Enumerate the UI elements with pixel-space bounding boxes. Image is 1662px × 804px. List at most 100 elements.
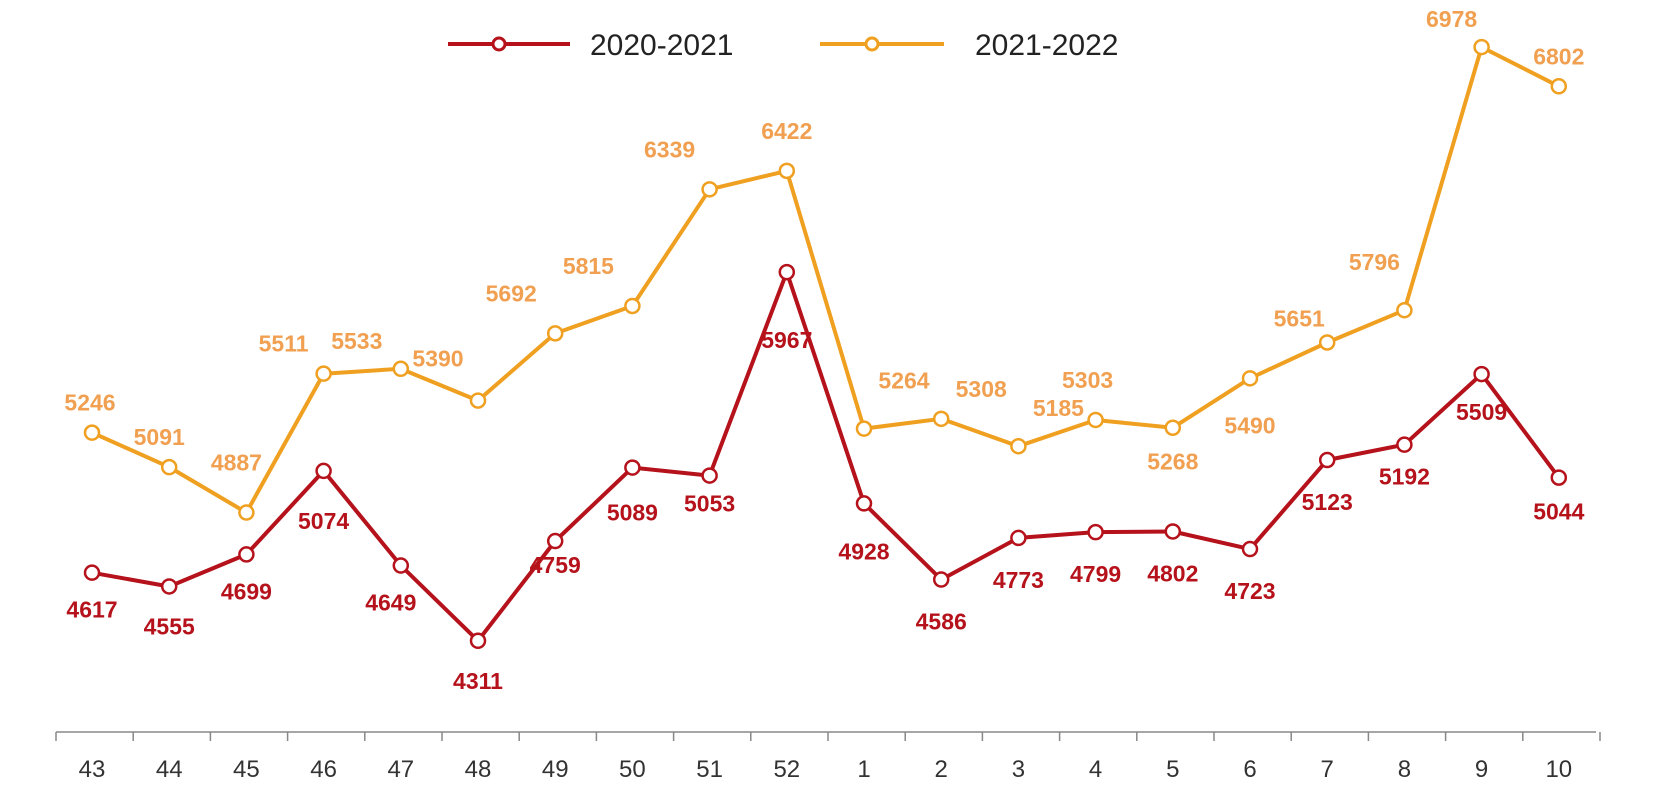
data-point-2020-2021 — [1550, 469, 1568, 486]
data-label-2020-2021: 4586 — [916, 609, 967, 635]
x-tick-label: 5 — [1166, 756, 1179, 783]
data-label-2020-2021: 5074 — [298, 508, 349, 534]
x-tick-label: 47 — [387, 756, 414, 783]
data-label-2020-2021: 4649 — [365, 590, 416, 616]
x-tick-label: 46 — [310, 756, 337, 783]
data-label-2020-2021: 4802 — [1147, 560, 1198, 586]
x-tick-label: 9 — [1475, 756, 1488, 783]
data-point-2020-2021 — [1396, 436, 1413, 453]
x-tick-label: 6 — [1243, 756, 1256, 783]
data-point-2020-2021 — [469, 632, 487, 650]
data-label-2020-2021: 5509 — [1456, 399, 1507, 425]
x-tick-label: 1 — [857, 756, 870, 783]
data-point-2021-2022 — [1241, 370, 1259, 387]
data-label-2021-2022: 6978 — [1426, 6, 1477, 32]
data-point-2020-2021 — [546, 532, 564, 550]
data-point-2021-2022 — [1010, 437, 1027, 455]
data-label-2020-2021: 4723 — [1224, 578, 1275, 604]
data-point-2021-2022 — [778, 162, 796, 180]
data-label-2021-2022: 5815 — [563, 253, 614, 279]
data-point-2021-2022 — [1396, 301, 1413, 319]
data-label-2020-2021: 5044 — [1533, 499, 1584, 525]
data-point-2021-2022 — [546, 325, 564, 342]
data-label-2021-2022: 5091 — [134, 424, 185, 450]
data-point-2021-2022 — [160, 458, 178, 476]
data-label-2021-2022: 5303 — [1062, 367, 1113, 393]
data-label-2021-2022: 5268 — [1147, 449, 1198, 475]
data-label-2021-2022: 5511 — [259, 331, 309, 357]
data-point-2021-2022 — [1550, 78, 1568, 95]
legend-marker-2 — [864, 36, 880, 52]
data-point-2021-2022 — [392, 360, 410, 378]
data-label-2020-2021: 4773 — [993, 567, 1044, 593]
data-label-2020-2021: 4699 — [221, 578, 272, 604]
x-tick-label: 44 — [156, 756, 183, 783]
data-label-2020-2021: 5123 — [1302, 489, 1353, 515]
x-tick-label: 49 — [542, 756, 569, 783]
x-tick-label: 48 — [465, 756, 492, 783]
data-point-2020-2021 — [855, 495, 873, 512]
data-label-2021-2022: 5264 — [878, 368, 929, 394]
x-tick-label: 43 — [79, 756, 106, 783]
data-point-2020-2021 — [1010, 529, 1027, 547]
data-label-2020-2021: 4759 — [530, 552, 581, 578]
x-tick-label: 45 — [233, 756, 260, 783]
legend-marker-1 — [491, 36, 507, 52]
x-tick-label: 7 — [1321, 756, 1334, 783]
data-points — [83, 38, 1568, 650]
data-label-2021-2022: 5533 — [331, 328, 382, 354]
data-label-2020-2021: 4928 — [838, 538, 889, 564]
data-point-2021-2022 — [469, 392, 487, 409]
data-label-2020-2021: 5192 — [1379, 464, 1430, 490]
x-tick-label: 10 — [1545, 756, 1572, 783]
data-label-2020-2021: 5089 — [607, 500, 658, 526]
data-label-2021-2022: 6802 — [1533, 43, 1584, 69]
data-point-2021-2022 — [1318, 334, 1336, 351]
data-point-2021-2022 — [932, 410, 950, 428]
data-point-2020-2021 — [1473, 365, 1490, 383]
data-point-2021-2022 — [1473, 38, 1490, 56]
legend-label-2: 2021-2022 — [975, 29, 1118, 62]
series-line-2021-2022 — [91, 45, 1560, 515]
data-label-2021-2022: 6422 — [761, 118, 812, 144]
data-label-2021-2022: 5490 — [1224, 412, 1275, 438]
data-label-2020-2021: 5967 — [761, 327, 812, 353]
data-label-2021-2022: 5796 — [1349, 249, 1400, 275]
data-point-2020-2021 — [1318, 451, 1336, 469]
data-label-2021-2022: 5651 — [1274, 305, 1325, 331]
data-point-2021-2022 — [1087, 411, 1104, 429]
data-point-2020-2021 — [160, 578, 178, 595]
legend-label-1: 2020-2021 — [590, 29, 733, 62]
data-point-2020-2021 — [392, 557, 410, 574]
data-point-2021-2022 — [238, 504, 255, 521]
x-tick-label: 4 — [1089, 756, 1102, 783]
data-label-2020-2021: 4617 — [66, 597, 117, 623]
data-label-2021-2022: 5185 — [1033, 395, 1084, 421]
x-tick-label: 52 — [773, 756, 800, 783]
data-point-2020-2021 — [238, 546, 255, 563]
data-point-2021-2022 — [624, 297, 641, 315]
data-point-2020-2021 — [83, 564, 101, 581]
data-label-2021-2022: 5246 — [64, 390, 115, 416]
data-point-2020-2021 — [624, 459, 641, 476]
data-label-2021-2022: 5390 — [412, 346, 463, 372]
data-point-2020-2021 — [1087, 523, 1104, 541]
x-tick-label: 2 — [935, 756, 948, 783]
data-label-2020-2021: 5053 — [684, 491, 735, 517]
data-point-2021-2022 — [1164, 419, 1182, 436]
data-point-2020-2021 — [701, 467, 718, 484]
data-label-2021-2022: 5692 — [486, 280, 537, 306]
legend: 2020-2021 2021-2022 — [448, 29, 1118, 62]
data-point-2021-2022 — [855, 420, 873, 437]
data-point-2020-2021 — [778, 263, 796, 281]
data-label-2021-2022: 4887 — [211, 450, 262, 476]
series-lines — [91, 45, 1561, 643]
data-label-2021-2022: 5308 — [956, 376, 1007, 402]
x-axis: 43 44 45 46 47 48 49 50 51 52 1 2 3 4 5 6 7 8 9 10 — [55, 731, 1601, 783]
data-point-2021-2022 — [315, 365, 332, 382]
x-tick-label: 50 — [619, 756, 646, 783]
x-tick-label: 3 — [1012, 756, 1025, 783]
data-point-2021-2022 — [701, 181, 718, 198]
